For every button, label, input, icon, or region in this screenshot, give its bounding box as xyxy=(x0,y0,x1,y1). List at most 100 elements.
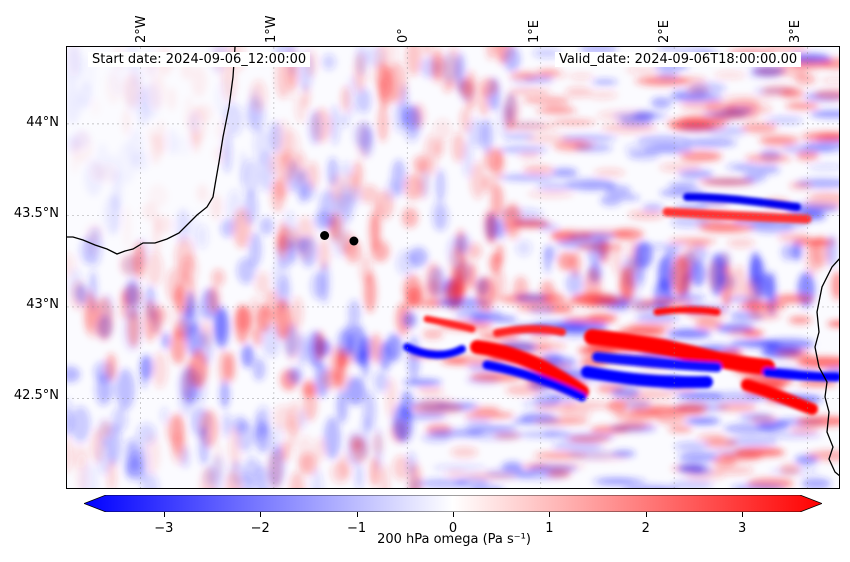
omega-cell xyxy=(533,461,586,470)
omega-cell xyxy=(372,433,384,455)
omega-cell xyxy=(224,103,244,137)
omega-cell xyxy=(518,151,541,160)
omega-cell xyxy=(429,266,446,297)
omega-cell xyxy=(479,77,498,96)
omega-cell xyxy=(107,459,117,488)
lat-label: 44°N xyxy=(26,115,59,130)
omega-cell xyxy=(97,438,112,476)
omega-cell xyxy=(738,302,787,310)
omega-cell xyxy=(678,169,714,179)
omega-cell xyxy=(359,184,379,204)
omega-cell xyxy=(120,253,139,276)
omega-cell xyxy=(189,349,208,388)
omega-cell xyxy=(180,253,199,286)
omega-cell xyxy=(657,47,679,52)
omega-cell xyxy=(160,406,169,424)
omega-cell xyxy=(130,437,141,472)
omega-cell xyxy=(619,194,640,201)
omega-cell xyxy=(134,244,144,281)
omega-cell xyxy=(141,472,159,488)
omega-cell xyxy=(105,353,117,381)
omega-cell xyxy=(200,467,216,488)
omega-cell xyxy=(352,160,364,190)
omega-cell xyxy=(509,71,537,81)
omega-cell xyxy=(412,155,430,173)
omega-cell xyxy=(498,145,548,154)
omega-band-positive xyxy=(741,379,818,415)
omega-cell xyxy=(631,300,653,311)
omega-cell xyxy=(647,404,687,416)
omega-cell xyxy=(576,242,624,252)
lon-label: 2°E xyxy=(657,20,672,43)
omega-cell xyxy=(115,368,135,411)
omega-cell xyxy=(450,446,478,459)
omega-field-map xyxy=(67,47,839,488)
omega-cell xyxy=(67,83,81,125)
omega-cell xyxy=(502,204,521,234)
omega-cell xyxy=(323,416,341,460)
omega-cell xyxy=(241,159,261,197)
omega-cell xyxy=(421,432,452,443)
omega-cell xyxy=(132,65,144,87)
colorbar-tick-label: −2 xyxy=(250,521,270,536)
omega-band-positive xyxy=(584,329,775,375)
omega-cell xyxy=(430,49,442,84)
omega-cell xyxy=(422,329,444,340)
omega-cell xyxy=(565,271,584,296)
colorbar-tickmark xyxy=(260,512,262,517)
lon-label: 3°E xyxy=(788,20,803,43)
omega-cell xyxy=(356,87,372,114)
omega-cell xyxy=(213,307,230,349)
omega-cell xyxy=(761,85,798,97)
omega-cell xyxy=(470,161,487,200)
omega-cell xyxy=(67,409,73,437)
colorbar-tick-label: 3 xyxy=(738,521,747,536)
omega-cell xyxy=(624,484,677,488)
omega-cell xyxy=(386,377,397,420)
omega-cell xyxy=(319,189,338,229)
omega-cell xyxy=(67,366,81,383)
omega-cell xyxy=(94,297,114,341)
omega-cell xyxy=(543,245,552,274)
coastline-atlantic xyxy=(67,47,236,255)
coastline xyxy=(67,47,839,477)
omega-cell xyxy=(565,178,616,191)
omega-cell xyxy=(805,238,820,276)
omega-cell xyxy=(180,207,189,245)
omega-cell xyxy=(516,304,549,312)
omega-cell xyxy=(385,180,399,201)
omega-cell xyxy=(808,163,839,170)
omega-cell xyxy=(95,372,112,407)
omega-cell xyxy=(676,463,711,471)
omega-cell xyxy=(634,241,654,268)
omega-cell xyxy=(777,232,811,243)
omega-cell xyxy=(378,341,392,371)
omega-cell xyxy=(371,242,391,263)
omega-cell xyxy=(161,332,170,349)
omega-cell xyxy=(574,143,613,152)
omega-cell xyxy=(331,367,351,391)
omega-cell xyxy=(165,415,184,445)
omega-cell xyxy=(587,90,618,100)
omega-cell xyxy=(497,47,507,66)
omega-cell xyxy=(678,452,719,463)
omega-cell xyxy=(766,47,808,53)
omega-cell xyxy=(100,421,112,438)
omega-cell xyxy=(515,239,532,257)
omega-cell xyxy=(288,367,303,384)
omega-cell xyxy=(423,47,433,57)
omega-cell xyxy=(248,231,262,267)
omega-cell xyxy=(563,316,614,323)
omega-cell xyxy=(403,378,442,386)
omega-cell xyxy=(338,351,348,370)
omega-band-positive xyxy=(662,207,812,224)
omega-cell xyxy=(152,351,168,389)
omega-cell xyxy=(794,454,819,466)
omega-cell xyxy=(225,352,236,382)
omega-cell xyxy=(781,243,796,261)
omega-cell xyxy=(84,159,103,197)
omega-cell xyxy=(392,455,410,481)
omega-cell xyxy=(820,77,839,84)
omega-cell xyxy=(508,87,551,96)
omega-cell xyxy=(434,204,450,232)
